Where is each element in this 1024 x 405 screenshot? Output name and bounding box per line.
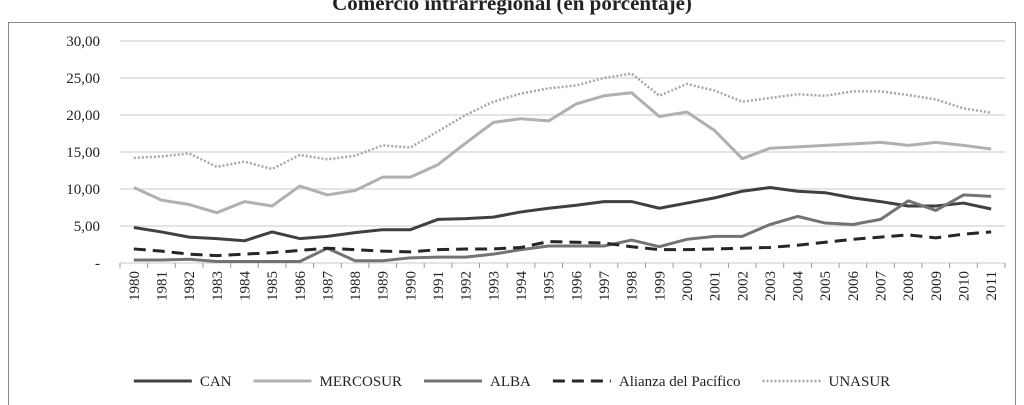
- x-tick-label: 2006: [846, 271, 862, 302]
- x-tick-label: 2011: [984, 271, 1000, 300]
- x-tick-label: 1989: [376, 271, 392, 301]
- x-tick-label: 1980: [127, 271, 143, 301]
- x-tick-label: 1992: [459, 271, 475, 301]
- x-tick-label: 2009: [929, 271, 945, 301]
- y-tick-label: 30,00: [66, 34, 100, 50]
- x-tick-label: 2007: [874, 271, 890, 302]
- chart-border: [8, 22, 1016, 405]
- chart-title: Comercio intrarregional (en porcentaje): [332, 0, 692, 15]
- legend-label: MERCOSUR: [319, 374, 402, 390]
- x-tick-label: 1991: [431, 271, 447, 301]
- x-tick-label: 1982: [182, 271, 198, 301]
- x-tick-label: 1999: [652, 271, 668, 301]
- x-tick-label: 2005: [818, 271, 834, 301]
- x-tick-label: 1983: [210, 271, 226, 301]
- x-tick-label: 2001: [708, 271, 724, 301]
- x-tick-label: 2008: [901, 271, 917, 301]
- x-tick-label: 2000: [680, 271, 696, 301]
- x-tick-label: 2010: [957, 271, 973, 301]
- y-tick-label: 5,00: [74, 219, 100, 235]
- y-tick-label: 20,00: [66, 108, 100, 124]
- x-tick-label: 1993: [486, 271, 502, 301]
- x-tick-label: 2004: [791, 271, 807, 302]
- y-tick-label: 15,00: [66, 145, 100, 161]
- y-tick-label: -: [95, 256, 100, 272]
- x-tick-label: 1987: [320, 271, 336, 302]
- series-line: [133, 91, 992, 215]
- series-line: [133, 193, 992, 264]
- x-tick-label: 1994: [514, 271, 530, 302]
- x-tick-label: 2003: [763, 271, 779, 301]
- x-tick-label: 1995: [542, 271, 558, 301]
- x-tick-label: 1988: [348, 271, 364, 301]
- y-tick-label: 10,00: [66, 182, 100, 198]
- x-tick-label: 1996: [569, 271, 585, 302]
- x-tick-label: 1985: [265, 271, 281, 301]
- legend-label: Alianza del Pacífico: [619, 374, 741, 390]
- x-tick-label: 1986: [293, 271, 309, 302]
- x-tick-label: 2002: [735, 271, 751, 301]
- x-tick-label: 1984: [237, 271, 253, 302]
- legend-label: CAN: [200, 374, 232, 390]
- title-background: [320, 0, 704, 20]
- x-tick-label: 1981: [154, 271, 170, 301]
- x-tick-label: 1990: [403, 271, 419, 301]
- x-tick-label: 1997: [597, 271, 613, 302]
- series-line: [133, 72, 992, 171]
- series-line: [133, 186, 992, 243]
- legend-label: ALBA: [490, 374, 531, 390]
- x-tick-label: 1998: [625, 271, 641, 301]
- legend-label: UNASUR: [828, 374, 890, 390]
- series-line: [133, 230, 992, 258]
- y-tick-label: 25,00: [66, 71, 100, 87]
